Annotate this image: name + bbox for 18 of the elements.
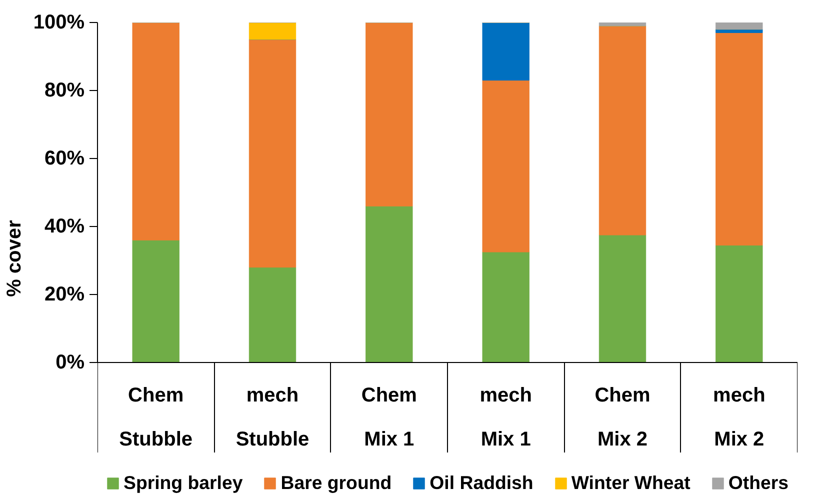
y-tick-label: 40%	[44, 216, 85, 238]
y-tick-label: 60%	[44, 148, 85, 170]
category-label: Chem Mix 1	[361, 384, 417, 450]
category-label: Chem Mix 2	[594, 384, 650, 450]
legend-label: Oil Raddish	[430, 472, 534, 494]
y-tick-label: 100%	[33, 12, 85, 34]
category-label: mech Stubble	[236, 384, 310, 450]
legend-label: Spring barley	[124, 472, 243, 494]
y-tick-label: 0%	[56, 352, 85, 374]
category-label: mech Mix 2	[713, 384, 766, 450]
legend-label: Others	[728, 472, 788, 494]
y-tick-label: 20%	[44, 284, 85, 306]
y-tick-label: 80%	[44, 80, 85, 102]
category-label: mech Mix 1	[480, 384, 532, 450]
legend-label: Bare ground	[280, 472, 392, 494]
legend-label: Winter Wheat	[571, 472, 690, 494]
y-axis-title: % cover	[3, 220, 26, 297]
category-label: Chem Stubble	[119, 384, 193, 450]
